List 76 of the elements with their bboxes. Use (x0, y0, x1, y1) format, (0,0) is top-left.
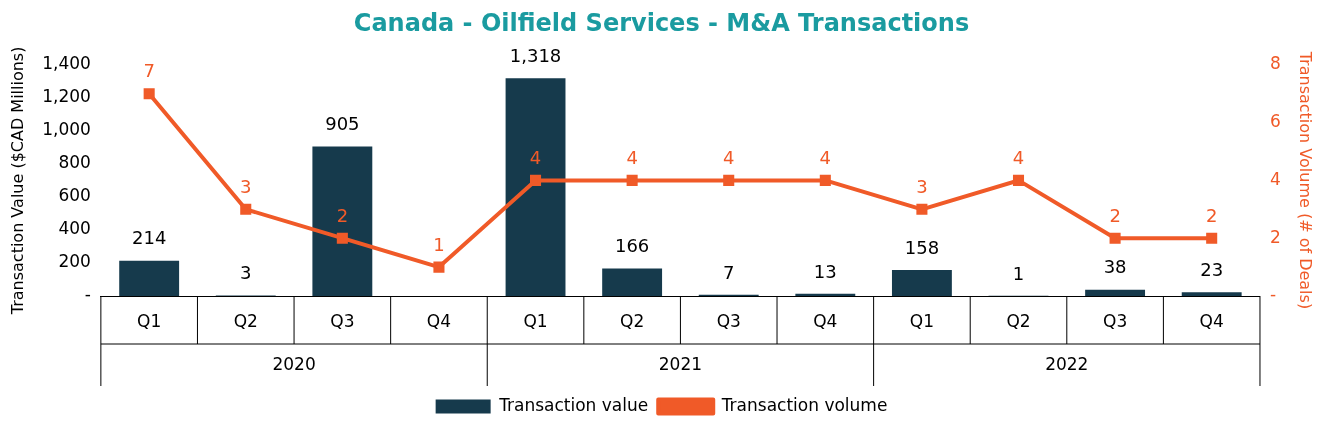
y-tick-label: - (84, 284, 91, 305)
data-label: 4 (723, 147, 735, 169)
data-label: 2 (1109, 204, 1121, 226)
data-label: 905 (325, 113, 360, 135)
data-label: 214 (131, 227, 167, 249)
point (819, 174, 831, 186)
text: 2021 (658, 354, 703, 375)
x-tick-label: Q3 (330, 310, 355, 331)
x-tick-label: Q1 (523, 310, 548, 331)
x-tick-label: Q3 (1102, 310, 1128, 331)
data-label: 7 (143, 60, 155, 82)
data-label: 7 (723, 261, 735, 283)
y2-axis-title: Transaction Volume (# of Deals) (1296, 50, 1316, 310)
data-label: 2 (1205, 204, 1218, 226)
point (143, 88, 155, 100)
x-tick-label: Q4 (813, 310, 838, 331)
y-tick-label: 400 (58, 218, 91, 239)
y-tick-label: 600 (58, 185, 91, 206)
point (626, 174, 638, 186)
point (723, 174, 735, 186)
y2-tick-label: 6 (1269, 111, 1281, 132)
y-tick-label: 1,400 (42, 53, 91, 74)
bar (1181, 292, 1242, 296)
point (240, 203, 252, 215)
x-tick-label: Q2 (233, 310, 258, 331)
y-tick-label: 200 (58, 251, 91, 272)
data-label: 2 (336, 204, 349, 226)
bar (505, 78, 566, 296)
y-axis-title: Transaction Value ($CAD Millions) (7, 46, 27, 316)
data-label: 3 (240, 175, 252, 197)
data-label: 3 (240, 262, 252, 284)
point (530, 174, 542, 186)
data-label: 4 (1012, 147, 1025, 169)
bar (891, 269, 952, 296)
point (336, 232, 348, 244)
data-label: 3 (916, 175, 928, 197)
text: 2022 (1045, 354, 1089, 375)
text: 2020 (272, 354, 316, 375)
bar (312, 146, 373, 296)
y2-tick-label: 4 (1269, 168, 1281, 189)
x-tick-label: Q1 (137, 310, 162, 331)
point (433, 261, 445, 273)
x-tick-label: Q4 (426, 310, 452, 331)
x-tick-label: Q4 (1199, 310, 1224, 331)
data-label: 4 (626, 147, 638, 169)
data-label: 13 (813, 260, 837, 282)
data-label: 38 (1103, 256, 1127, 278)
bar (119, 260, 180, 296)
x-tick-label: Q3 (716, 310, 741, 331)
point (1109, 232, 1121, 244)
x-tick-label: Q1 (909, 310, 935, 331)
chart-title: Canada - Oilfield Services - M&A Transactions (353, 8, 970, 37)
y2-tick-label: 2 (1269, 226, 1281, 247)
data-label: 4 (819, 147, 832, 169)
bar (1085, 289, 1146, 296)
data-label: 166 (614, 235, 650, 257)
data-label: 1 (433, 233, 445, 255)
legend-label: Transaction volume (720, 394, 888, 415)
legend-label: Transaction value (498, 394, 649, 415)
data-label: 4 (529, 147, 542, 169)
y-tick-label: 1,000 (42, 119, 91, 140)
y2-tick-label: - (1269, 284, 1277, 305)
y-tick-label: 1,200 (42, 86, 91, 107)
y2-tick-label: 8 (1269, 53, 1281, 74)
point (916, 203, 928, 215)
bar (795, 293, 856, 296)
y-tick-label: 800 (58, 152, 91, 173)
bar (602, 268, 663, 296)
point (1206, 232, 1218, 244)
data-label: 1,318 (509, 45, 562, 67)
data-label: 23 (1200, 258, 1224, 280)
point (1012, 174, 1025, 186)
data-label: 158 (904, 236, 940, 258)
x-tick-label: Q2 (620, 310, 645, 331)
x-tick-label: Q2 (1006, 310, 1031, 331)
data-label: 1 (1012, 262, 1025, 284)
